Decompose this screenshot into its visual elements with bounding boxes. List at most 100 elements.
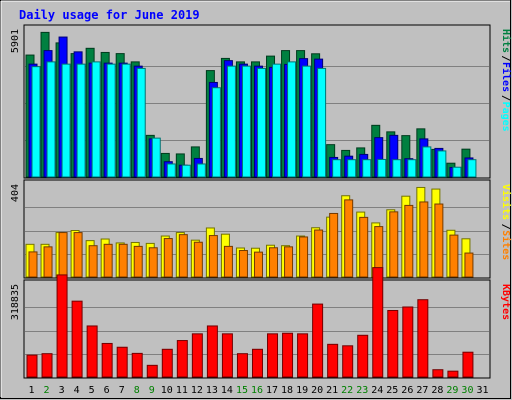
panel-hits-max-label: 5901 xyxy=(10,29,21,53)
x-tick-label-16: 16 xyxy=(251,385,263,396)
bar-pages-day-2 xyxy=(46,61,56,178)
bar-kbytes-day-29 xyxy=(447,370,459,378)
x-tick-label-1: 1 xyxy=(29,385,35,396)
x-tick-label-21: 21 xyxy=(326,385,338,396)
bar-pages-day-15 xyxy=(241,65,251,178)
bar-sites-day-25 xyxy=(389,211,399,278)
bar-sites-day-4 xyxy=(73,232,83,278)
chart-title: Daily usage for June 2019 xyxy=(19,8,200,22)
x-tick-label-5: 5 xyxy=(89,385,95,396)
bar-kbytes-day-10 xyxy=(161,348,173,378)
legend-kbytes: KBytes xyxy=(500,284,511,320)
bar-pages-day-18 xyxy=(287,61,297,178)
x-tick-label-2: 2 xyxy=(44,385,50,396)
bar-kbytes-day-2 xyxy=(41,353,53,378)
bar-sites-day-2 xyxy=(43,246,53,278)
panel-kbytes: 318835 KBytes xyxy=(10,267,511,379)
x-tick-label-23: 23 xyxy=(356,385,368,396)
bar-sites-day-12 xyxy=(193,241,203,278)
legend-separator: / xyxy=(500,55,511,61)
bar-kbytes-day-25 xyxy=(387,309,399,378)
bar-pages-day-19 xyxy=(302,65,312,178)
legend-visits: Visits xyxy=(500,184,512,220)
bar-pages-day-1 xyxy=(31,66,41,178)
x-tick-label-14: 14 xyxy=(221,385,233,396)
legend-hits: Hits xyxy=(500,29,512,53)
x-tick-label-18: 18 xyxy=(281,385,293,396)
x-tick-label-12: 12 xyxy=(191,385,203,396)
bar-pages-day-13 xyxy=(211,87,221,178)
legend-separator: / xyxy=(500,224,511,230)
bar-kbytes-day-24 xyxy=(372,267,384,378)
bar-kbytes-day-20 xyxy=(312,303,324,378)
bar-pages-day-27 xyxy=(422,146,432,178)
x-tick-label-27: 27 xyxy=(416,385,428,396)
bar-kbytes-day-3 xyxy=(56,274,68,378)
bar-kbytes-day-6 xyxy=(101,342,113,378)
bar-pages-day-25 xyxy=(392,159,402,178)
x-tick-label-29: 29 xyxy=(446,385,458,396)
bar-kbytes-day-8 xyxy=(131,352,143,378)
bar-kbytes-day-23 xyxy=(357,334,369,378)
bar-sites-day-10 xyxy=(163,238,173,278)
bar-sites-day-29 xyxy=(449,234,459,278)
bar-kbytes-day-19 xyxy=(297,333,309,378)
panel-kbytes-side-legend: KBytes xyxy=(500,284,511,320)
panel-visits-side-legend: Visits /Sites xyxy=(500,184,512,260)
x-tick-label-4: 4 xyxy=(74,385,80,396)
bar-kbytes-day-12 xyxy=(191,333,203,378)
bar-kbytes-day-30 xyxy=(462,351,474,378)
bar-sites-day-11 xyxy=(178,234,188,278)
bar-pages-day-21 xyxy=(332,159,342,178)
bar-kbytes-day-4 xyxy=(71,300,83,378)
bar-pages-day-5 xyxy=(91,61,101,178)
bar-pages-day-22 xyxy=(347,159,357,178)
x-tick-label-20: 20 xyxy=(311,385,323,396)
bar-pages-day-28 xyxy=(437,150,447,178)
bar-kbytes-day-17 xyxy=(267,333,279,378)
bar-pages-day-6 xyxy=(106,63,116,178)
bar-pages-day-29 xyxy=(452,166,462,178)
bar-sites-day-21 xyxy=(329,212,339,278)
x-tick-label-15: 15 xyxy=(236,385,248,396)
bar-sites-day-9 xyxy=(148,247,158,278)
bar-kbytes-day-26 xyxy=(402,306,414,378)
x-tick-label-10: 10 xyxy=(161,385,173,396)
bar-sites-day-20 xyxy=(314,229,324,278)
bar-pages-day-20 xyxy=(317,67,327,178)
bar-pages-day-17 xyxy=(272,63,282,178)
bar-kbytes-day-9 xyxy=(146,364,158,378)
bar-sites-day-26 xyxy=(404,204,414,278)
bar-pages-day-30 xyxy=(467,159,477,178)
x-tick-label-11: 11 xyxy=(176,385,188,396)
bar-kbytes-day-13 xyxy=(206,325,218,378)
bar-sites-day-22 xyxy=(344,199,354,278)
bar-kbytes-day-16 xyxy=(251,348,263,378)
bar-sites-day-7 xyxy=(118,243,128,278)
panel-kbytes-max-label: 318835 xyxy=(10,284,21,320)
bar-sites-day-13 xyxy=(208,235,218,278)
bar-kbytes-day-28 xyxy=(432,369,444,378)
bar-sites-day-8 xyxy=(133,245,143,278)
bar-pages-day-14 xyxy=(226,65,236,178)
legend-sites: Sites xyxy=(500,230,512,260)
legend-files: Files xyxy=(500,62,512,92)
bar-sites-day-23 xyxy=(359,216,369,278)
bar-kbytes-day-18 xyxy=(282,332,294,378)
bar-pages-day-16 xyxy=(256,67,266,178)
x-tick-label-28: 28 xyxy=(431,385,443,396)
bar-sites-day-30 xyxy=(464,252,474,278)
bar-pages-day-10 xyxy=(166,163,176,178)
bar-pages-day-23 xyxy=(362,159,372,178)
legend-pages: Pages xyxy=(500,102,511,132)
x-tick-label-22: 22 xyxy=(341,385,353,396)
panel-hits: 5901 Hits/Files/Pages xyxy=(10,24,512,179)
x-tick-label-24: 24 xyxy=(371,385,383,396)
x-tick-label-7: 7 xyxy=(119,385,125,396)
bar-sites-day-17 xyxy=(269,247,279,278)
bar-kbytes-day-7 xyxy=(116,346,128,378)
x-tick-label-8: 8 xyxy=(134,385,140,396)
bar-sites-day-27 xyxy=(419,201,429,278)
